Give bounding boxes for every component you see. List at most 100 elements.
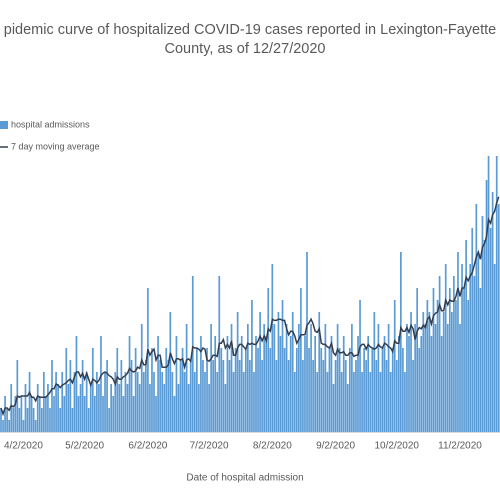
bar: [36, 384, 39, 432]
bar: [271, 264, 274, 432]
bar: [206, 348, 208, 432]
bar: [116, 348, 119, 432]
bar: [234, 348, 237, 432]
bar: [55, 372, 57, 432]
bar: [220, 348, 223, 432]
bar: [289, 336, 292, 432]
bar: [240, 336, 243, 432]
bar: [242, 372, 245, 432]
bar: [26, 408, 29, 432]
bar: [310, 324, 312, 432]
bar: [459, 324, 461, 432]
bar: [412, 360, 414, 432]
bar: [144, 360, 147, 432]
bar: [222, 360, 225, 432]
bar: [308, 348, 310, 432]
bar: [326, 372, 329, 432]
bar: [32, 408, 35, 432]
bar: [49, 408, 51, 432]
bar: [314, 336, 317, 432]
bar: [6, 408, 8, 432]
bar: [465, 240, 467, 432]
bar: [489, 228, 492, 432]
bar: [73, 372, 76, 432]
bar: [244, 348, 247, 432]
bar: [200, 336, 202, 432]
bar: [336, 324, 339, 432]
bar: [408, 336, 410, 432]
bar: [195, 348, 198, 432]
bar: [53, 396, 55, 432]
bar: [130, 360, 133, 432]
x-tick-label: 11/2/2020: [438, 441, 482, 452]
bar: [312, 360, 314, 432]
bar: [163, 384, 166, 432]
bar: [224, 384, 227, 432]
bar: [106, 360, 108, 432]
bar: [67, 384, 70, 432]
bar: [283, 348, 286, 432]
bar: [179, 360, 182, 432]
bar: [138, 384, 141, 432]
bar: [334, 360, 337, 432]
bar: [379, 372, 382, 432]
bar: [393, 300, 396, 432]
bar: [385, 360, 388, 432]
bar: [191, 276, 194, 432]
bar: [348, 348, 351, 432]
bar: [255, 336, 257, 432]
x-tick-label: 8/2/2020: [253, 441, 292, 452]
bar: [149, 384, 151, 432]
bar: [181, 348, 184, 432]
bar: [389, 372, 392, 432]
bar: [2, 420, 4, 432]
bar: [157, 336, 159, 432]
bar: [479, 288, 482, 432]
bar: [344, 360, 347, 432]
bar: [436, 300, 439, 432]
bar: [85, 372, 88, 432]
bar: [228, 360, 231, 432]
x-axis-title: Date of hospital admission: [186, 473, 303, 484]
bar: [230, 324, 233, 432]
bar: [81, 360, 84, 432]
bar: [0, 408, 2, 432]
bar: [96, 372, 98, 432]
bar: [491, 192, 494, 432]
bar: [38, 396, 41, 432]
bar: [126, 384, 129, 432]
legend-label: hospital admissions: [11, 119, 90, 129]
bar: [136, 372, 139, 432]
bar: [361, 372, 363, 432]
bar: [34, 420, 37, 432]
bar: [104, 372, 106, 432]
bar: [20, 396, 23, 432]
bar: [42, 372, 45, 432]
bar: [269, 348, 272, 432]
bar: [187, 384, 190, 432]
bar: [77, 396, 80, 432]
bar: [75, 336, 78, 432]
bar: [322, 360, 325, 432]
bar: [108, 408, 110, 432]
bar: [142, 372, 145, 432]
x-tick-label: 4/2/2020: [4, 441, 43, 452]
bar: [404, 372, 406, 432]
bar: [198, 384, 200, 432]
bar: [363, 348, 365, 432]
bar: [202, 360, 204, 432]
bar: [216, 372, 219, 432]
bar: [365, 360, 368, 432]
bar: [226, 336, 229, 432]
bar: [4, 396, 6, 432]
bar: [14, 396, 17, 432]
bar: [373, 312, 376, 432]
bar: [485, 180, 488, 432]
bar: [422, 312, 425, 432]
bar: [79, 384, 82, 432]
bar: [18, 408, 21, 432]
bar: [446, 324, 449, 432]
bar: [204, 372, 206, 432]
bar: [357, 336, 359, 432]
